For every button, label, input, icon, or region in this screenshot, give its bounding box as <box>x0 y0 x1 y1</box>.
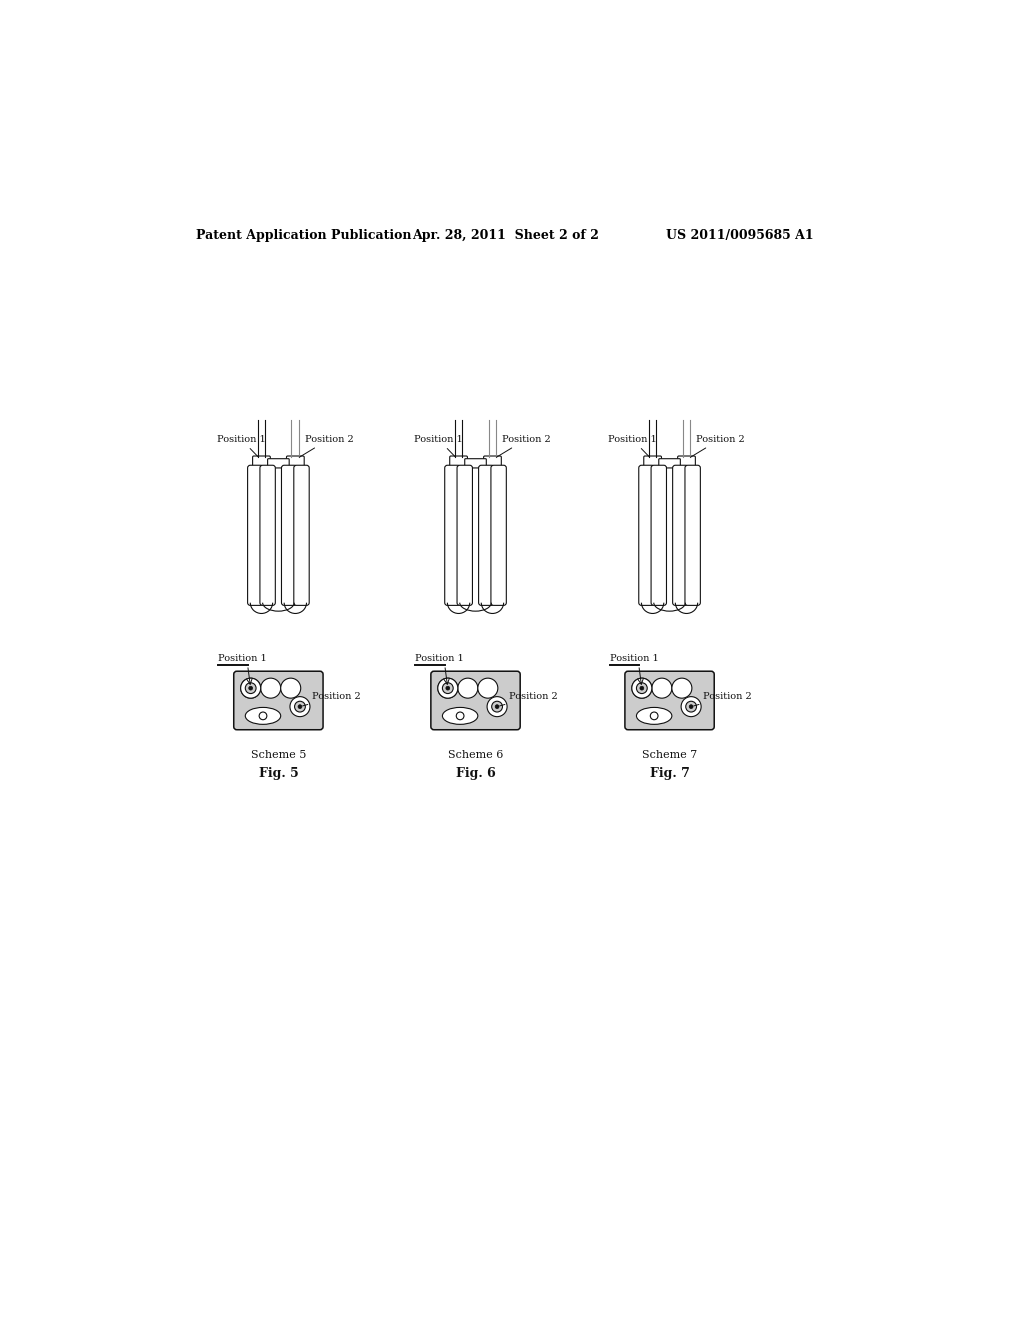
Circle shape <box>492 701 503 711</box>
Circle shape <box>261 678 281 698</box>
Circle shape <box>241 678 261 698</box>
Ellipse shape <box>246 708 281 725</box>
FancyBboxPatch shape <box>233 671 323 730</box>
Circle shape <box>249 686 253 690</box>
Text: Patent Application Publication: Patent Application Publication <box>196 230 412 243</box>
FancyBboxPatch shape <box>644 455 662 469</box>
Circle shape <box>640 686 644 690</box>
FancyBboxPatch shape <box>651 465 667 606</box>
Circle shape <box>681 697 701 717</box>
Text: Position 1: Position 1 <box>218 655 267 663</box>
FancyBboxPatch shape <box>685 465 700 606</box>
Circle shape <box>487 697 507 717</box>
FancyBboxPatch shape <box>431 671 520 730</box>
Circle shape <box>298 705 302 709</box>
Circle shape <box>295 701 305 711</box>
FancyBboxPatch shape <box>282 465 297 606</box>
Circle shape <box>637 682 647 693</box>
FancyBboxPatch shape <box>483 455 502 469</box>
Text: Position 1: Position 1 <box>217 434 265 457</box>
Circle shape <box>457 711 464 719</box>
FancyBboxPatch shape <box>639 465 654 606</box>
Text: Scheme 5: Scheme 5 <box>251 750 306 760</box>
Text: Position 1: Position 1 <box>416 655 464 663</box>
Circle shape <box>290 697 310 717</box>
Circle shape <box>259 711 267 719</box>
Text: Position 2: Position 2 <box>299 434 353 457</box>
Circle shape <box>650 711 658 719</box>
FancyBboxPatch shape <box>457 465 472 606</box>
FancyBboxPatch shape <box>678 455 695 469</box>
Text: Fig. 7: Fig. 7 <box>649 767 689 780</box>
FancyBboxPatch shape <box>444 465 460 606</box>
Text: Apr. 28, 2011  Sheet 2 of 2: Apr. 28, 2011 Sheet 2 of 2 <box>412 230 598 243</box>
FancyBboxPatch shape <box>625 671 714 730</box>
FancyBboxPatch shape <box>673 465 688 606</box>
Text: Position 1: Position 1 <box>414 434 463 457</box>
FancyBboxPatch shape <box>253 455 270 469</box>
FancyBboxPatch shape <box>658 459 680 469</box>
FancyBboxPatch shape <box>294 465 309 606</box>
Text: Scheme 7: Scheme 7 <box>642 750 697 760</box>
Text: Position 2: Position 2 <box>690 434 744 457</box>
Circle shape <box>652 678 672 698</box>
Text: Position 2: Position 2 <box>694 692 753 706</box>
FancyBboxPatch shape <box>267 459 289 469</box>
Text: Position 2: Position 2 <box>303 692 361 706</box>
Text: Fig. 6: Fig. 6 <box>456 767 496 780</box>
Circle shape <box>281 678 301 698</box>
Text: Fig. 5: Fig. 5 <box>258 767 298 780</box>
Text: Position 2: Position 2 <box>497 434 551 457</box>
Circle shape <box>478 678 498 698</box>
Text: Position 1: Position 1 <box>608 434 656 457</box>
Circle shape <box>438 678 458 698</box>
FancyBboxPatch shape <box>248 465 263 606</box>
FancyBboxPatch shape <box>478 465 494 606</box>
FancyBboxPatch shape <box>490 465 506 606</box>
Circle shape <box>686 701 696 711</box>
Text: Scheme 6: Scheme 6 <box>447 750 503 760</box>
Text: Position 1: Position 1 <box>609 655 658 663</box>
FancyBboxPatch shape <box>287 455 304 469</box>
Circle shape <box>632 678 652 698</box>
Ellipse shape <box>637 708 672 725</box>
FancyBboxPatch shape <box>450 455 467 469</box>
Circle shape <box>632 678 652 698</box>
Circle shape <box>241 678 261 698</box>
Ellipse shape <box>442 708 478 725</box>
Circle shape <box>438 678 458 698</box>
Circle shape <box>246 682 256 693</box>
Circle shape <box>689 705 693 709</box>
Circle shape <box>445 686 450 690</box>
FancyBboxPatch shape <box>465 459 486 469</box>
Circle shape <box>496 705 499 709</box>
Text: US 2011/0095685 A1: US 2011/0095685 A1 <box>666 230 813 243</box>
Circle shape <box>672 678 692 698</box>
Circle shape <box>458 678 478 698</box>
Circle shape <box>442 682 454 693</box>
Text: Position 2: Position 2 <box>500 692 558 706</box>
FancyBboxPatch shape <box>260 465 275 606</box>
